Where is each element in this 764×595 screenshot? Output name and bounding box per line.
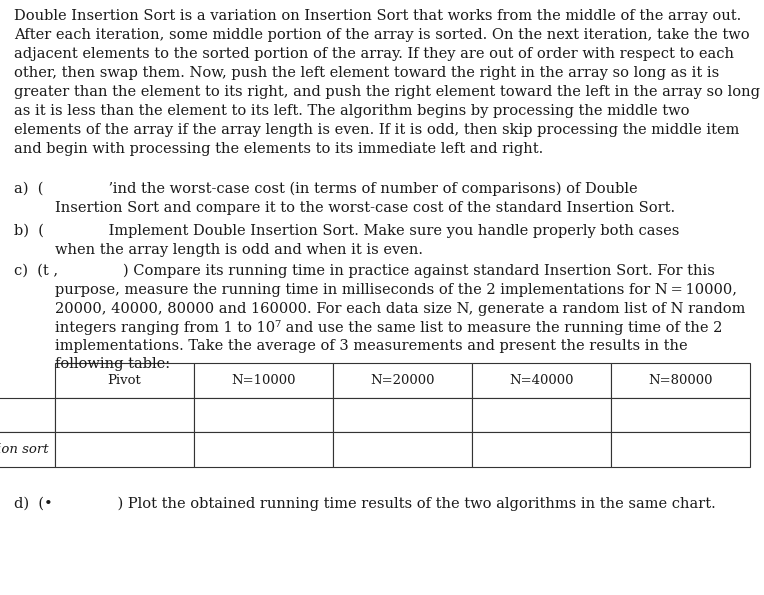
Text: implementations. Take the average of 3 measurements and present the results in t: implementations. Take the average of 3 m…	[55, 339, 688, 353]
Text: 20000, 40000, 80000 and 160000. For each data size N, generate a random list of : 20000, 40000, 80000 and 160000. For each…	[55, 302, 746, 316]
Text: following table:: following table:	[55, 357, 170, 371]
Text: purpose, measure the running time in milliseconds of the 2 implementations for N: purpose, measure the running time in mil…	[55, 283, 737, 298]
Text: b)  (              Implement Double Insertion Sort. Make sure you handle properl: b) ( Implement Double Insertion Sort. Ma…	[14, 223, 679, 237]
Text: d)  (•              ) Plot the obtained running time results of the two algorith: d) (• ) Plot the obtained running time r…	[14, 497, 716, 511]
Text: c)  (t ,              ) Compare its running time in practice against standard In: c) (t , ) Compare its running time in pr…	[14, 264, 714, 278]
Text: when the array length is odd and when it is even.: when the array length is odd and when it…	[55, 243, 423, 257]
Text: a)  (              ʼind the worst-case cost (in terms of number of comparisons) : a) ( ʼind the worst-case cost (in terms …	[14, 181, 637, 196]
Text: integers ranging from 1 to 10⁷ and use the same list to measure the running time: integers ranging from 1 to 10⁷ and use t…	[55, 320, 723, 335]
Text: Insertion Sort and compare it to the worst-case cost of the standard Insertion S: Insertion Sort and compare it to the wor…	[55, 201, 675, 215]
Text: Double Insertion Sort is a variation on Insertion Sort that works from the middl: Double Insertion Sort is a variation on …	[14, 9, 759, 155]
